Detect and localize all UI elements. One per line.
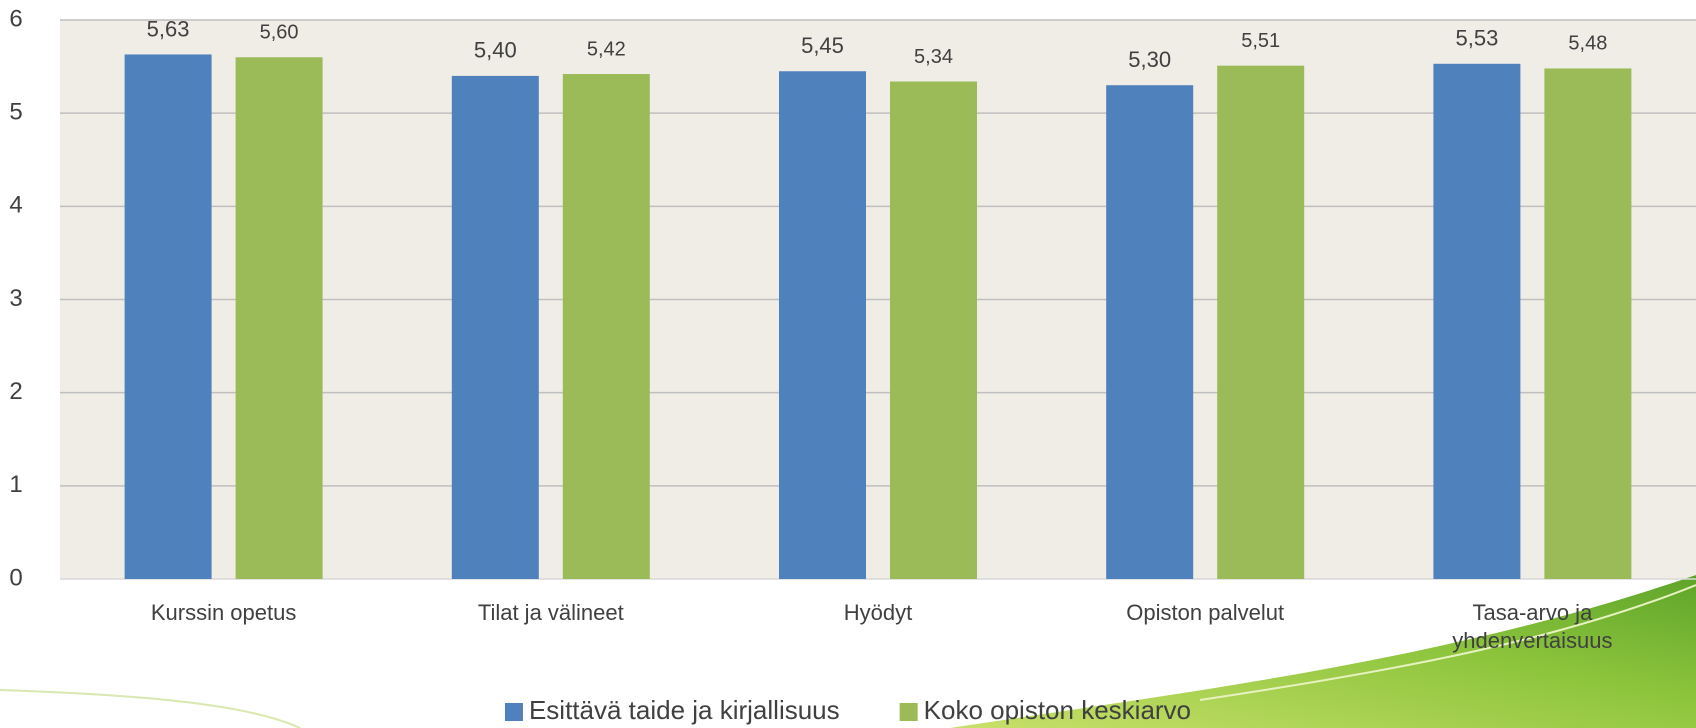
bar (235, 57, 323, 580)
y-tick-label: 4 (9, 192, 22, 219)
decor-line (1199, 584, 1696, 701)
x-tick-label: Kurssin opetus (150, 600, 297, 625)
bar (562, 74, 650, 579)
data-label: 5,63 (147, 16, 190, 41)
legend-label: Esittävä taide ja kirjallisuus (529, 695, 840, 725)
legend-swatch (899, 703, 918, 721)
legend-swatch (504, 703, 523, 721)
data-label: 5,34 (914, 46, 953, 68)
x-tick-label: Tasa-arvo ja yhdenvertaisuus (1452, 600, 1613, 653)
decor-line (0, 689, 301, 728)
y-tick-label: 1 (9, 471, 22, 498)
data-label: 5,45 (801, 33, 844, 58)
bar (890, 81, 977, 580)
data-label: 5,42 (587, 38, 626, 60)
x-tick-label: Tilat ja välineet (477, 600, 624, 625)
data-label: 5,51 (1241, 30, 1280, 52)
decor-swoosh (950, 575, 1696, 728)
bar (779, 71, 866, 579)
data-label: 5,40 (474, 38, 517, 63)
bar (1544, 68, 1632, 580)
x-tick-label: Hyödyt (843, 600, 913, 625)
data-label: 5,53 (1455, 26, 1498, 51)
bar (451, 75, 539, 580)
y-tick-label: 6 (9, 5, 22, 32)
y-tick-label: 0 (9, 564, 22, 591)
bar (1106, 85, 1194, 579)
y-tick-label: 3 (9, 285, 22, 312)
bar (124, 54, 212, 579)
y-tick-label: 5 (9, 99, 22, 126)
bar (1433, 63, 1521, 580)
data-label: 5,48 (1568, 33, 1607, 55)
y-tick-label: 2 (9, 378, 22, 405)
data-label: 5,30 (1128, 47, 1171, 72)
legend-label: Koko opiston keskiarvo (924, 695, 1191, 725)
bar (1217, 65, 1305, 579)
data-label: 5,60 (260, 22, 299, 44)
x-tick-label: Opiston palvelut (1126, 600, 1285, 625)
